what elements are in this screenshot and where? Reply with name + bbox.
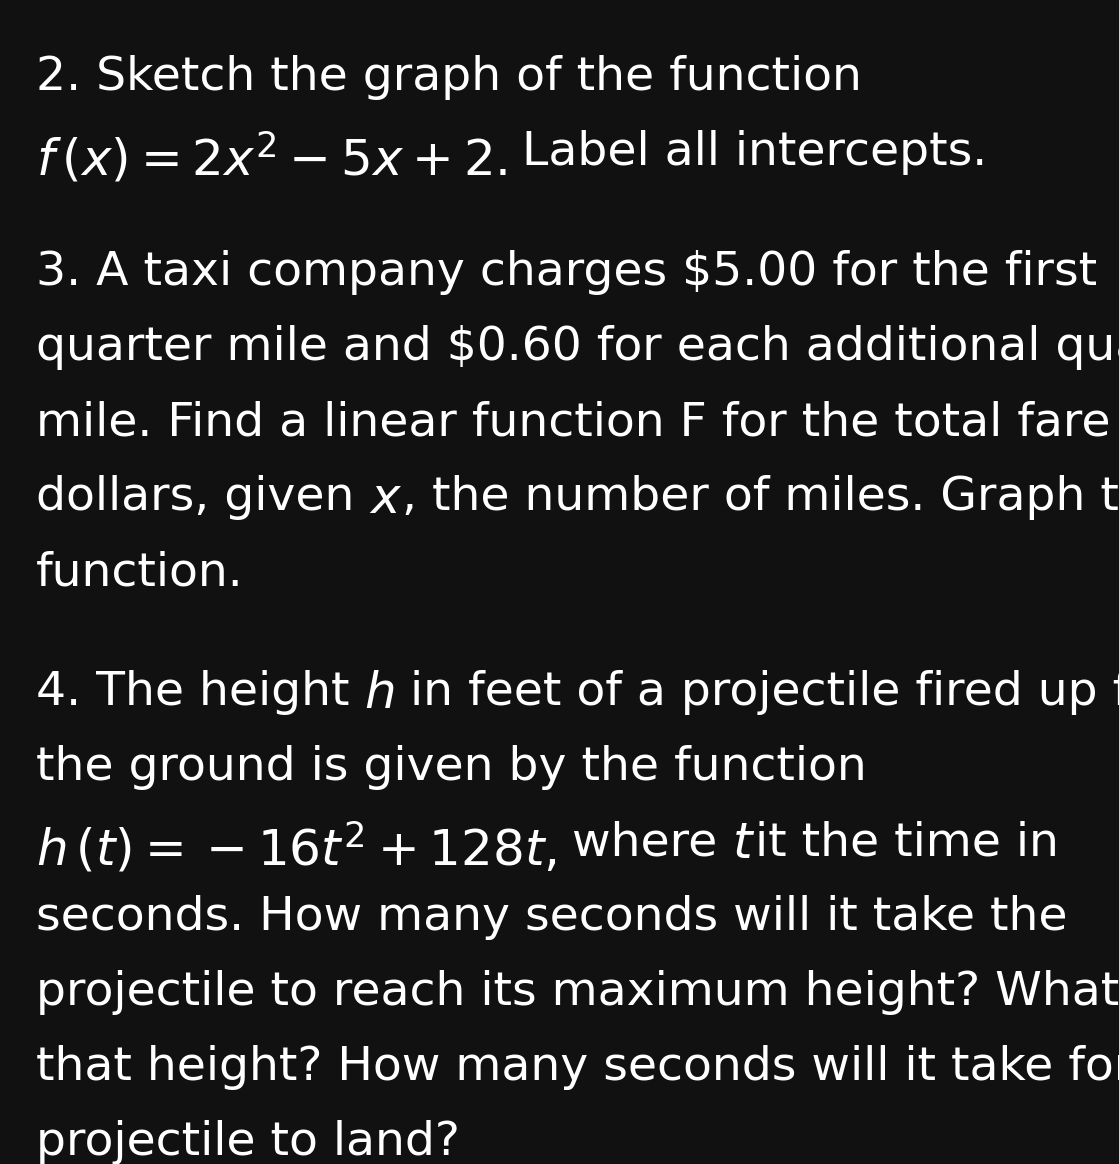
Text: 3. A taxi company charges $5.00 for the first: 3. A taxi company charges $5.00 for the … [36, 250, 1097, 294]
Text: in feet of a projectile fired up from: in feet of a projectile fired up from [395, 670, 1119, 715]
Text: , the number of miles. Graph this: , the number of miles. Graph this [403, 475, 1119, 520]
Text: that height? How many seconds will it take for the: that height? How many seconds will it ta… [36, 1045, 1119, 1090]
Text: dollars, given: dollars, given [36, 475, 369, 520]
Text: where: where [556, 819, 732, 865]
Text: function.: function. [36, 551, 244, 595]
Text: the ground is given by the function: the ground is given by the function [36, 745, 866, 790]
Text: $x$: $x$ [369, 475, 403, 523]
Text: mile. Find a linear function F for the total fare in: mile. Find a linear function F for the t… [36, 400, 1119, 445]
Text: quarter mile and $0.60 for each additional quarter: quarter mile and $0.60 for each addition… [36, 325, 1119, 370]
Text: seconds. How many seconds will it take the: seconds. How many seconds will it take t… [36, 895, 1068, 941]
Text: projectile to reach its maximum height? What is: projectile to reach its maximum height? … [36, 970, 1119, 1015]
Text: $f\,(x) = 2x^2 - 5x + 2.$: $f\,(x) = 2x^2 - 5x + 2.$ [36, 130, 507, 185]
Text: $h\,(t) = -16t^2 + 128t,$: $h\,(t) = -16t^2 + 128t,$ [36, 819, 556, 875]
Text: 4. The height: 4. The height [36, 670, 365, 715]
Text: 2. Sketch the graph of the function: 2. Sketch the graph of the function [36, 55, 862, 100]
Text: $h$: $h$ [365, 670, 395, 718]
Text: Label all intercepts.: Label all intercepts. [507, 130, 987, 175]
Text: projectile to land?: projectile to land? [36, 1120, 460, 1164]
Text: $t$: $t$ [732, 819, 755, 868]
Text: it the time in: it the time in [755, 819, 1059, 865]
